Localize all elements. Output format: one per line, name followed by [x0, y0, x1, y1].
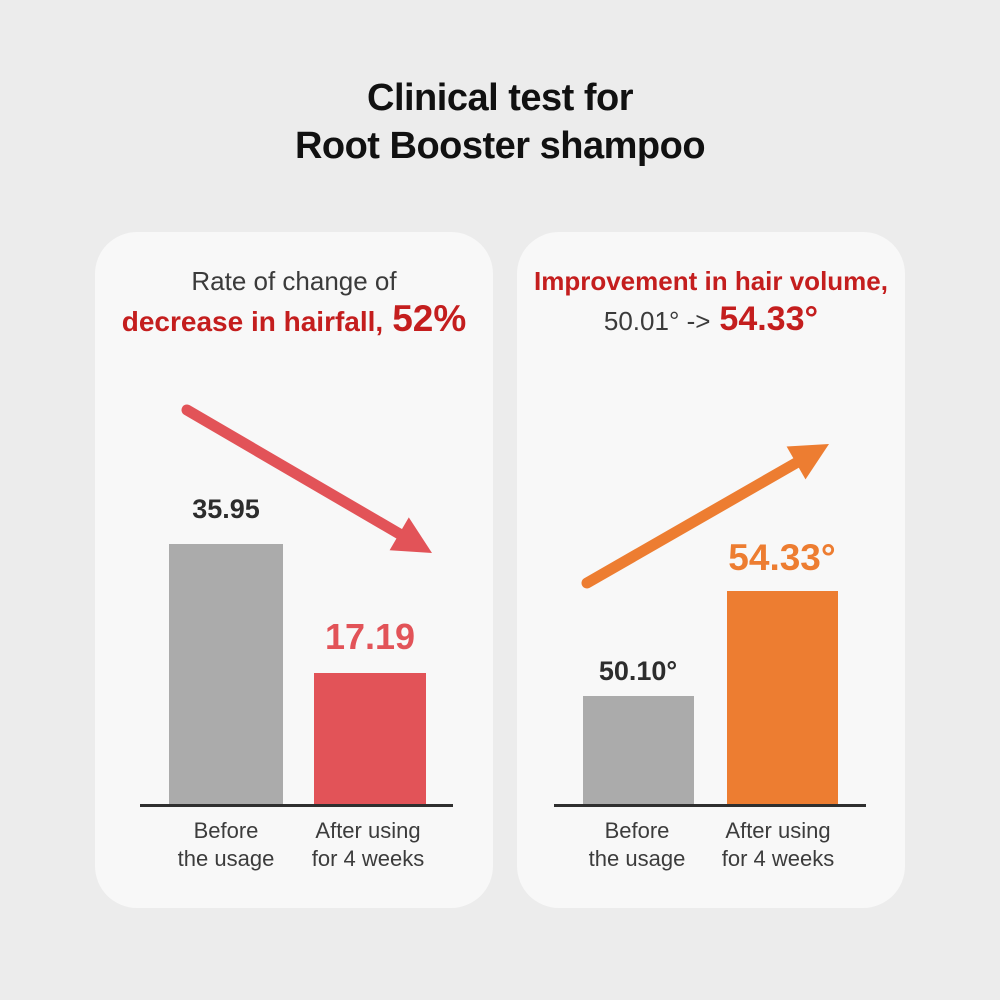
hairfall-card-heading: Rate of change of decrease in hairfall, …: [95, 264, 493, 343]
tick-after-line2: for 4 weeks: [721, 846, 835, 871]
tick-before-line2: the usage: [177, 846, 275, 871]
hairfall-heading-line2: decrease in hairfall, 52%: [95, 298, 493, 343]
bar-before-usage: [169, 544, 283, 805]
volume-heading-to: 54.33°: [719, 300, 819, 338]
tick-label-before: Before the usage: [141, 817, 311, 873]
bar-before-usage: [583, 696, 694, 805]
bar-after-usage: [727, 591, 838, 805]
tick-after-line2: for 4 weeks: [311, 846, 425, 871]
page-title-line2: Root Booster shampoo: [294, 125, 706, 167]
tick-after-line1: After using: [725, 818, 831, 843]
tick-label-after: After using for 4 weeks: [283, 817, 453, 873]
page-title: Clinical test for Root Booster shampoo: [0, 74, 1000, 170]
tick-before-line1: Before: [193, 818, 259, 843]
volume-card-heading: Improvement in hair volume, 50.01° -> 54…: [517, 264, 905, 342]
tick-label-after: After using for 4 weeks: [693, 817, 863, 873]
x-axis-line: [554, 804, 866, 807]
hair-volume-chart-card: Improvement in hair volume, 50.01° -> 54…: [517, 232, 905, 908]
volume-heading-line2: 50.01° -> 54.33°: [517, 298, 905, 342]
hairfall-heading-percentage: 52%: [392, 298, 467, 339]
bar-value-before: 50.10°: [598, 656, 678, 686]
x-axis-line: [140, 804, 453, 807]
bar-value-after: 54.33°: [728, 537, 836, 578]
bar-value-before: 35.95: [192, 494, 260, 524]
bar-after-usage: [314, 673, 426, 805]
volume-heading-from: 50.01° ->: [603, 306, 711, 336]
tick-label-before: Before the usage: [552, 817, 722, 873]
bar-value-after: 17.19: [324, 616, 416, 657]
hairfall-chart-card: Rate of change of decrease in hairfall, …: [95, 232, 493, 908]
tick-after-line1: After using: [315, 818, 421, 843]
volume-heading-line1: Improvement in hair volume,: [534, 266, 888, 296]
page-title-line1: Clinical test for: [367, 77, 634, 119]
tick-before-line1: Before: [604, 818, 670, 843]
hairfall-heading-text: decrease in hairfall,: [121, 306, 384, 337]
tick-before-line2: the usage: [588, 846, 686, 871]
hairfall-heading-line1: Rate of change of: [191, 266, 397, 296]
